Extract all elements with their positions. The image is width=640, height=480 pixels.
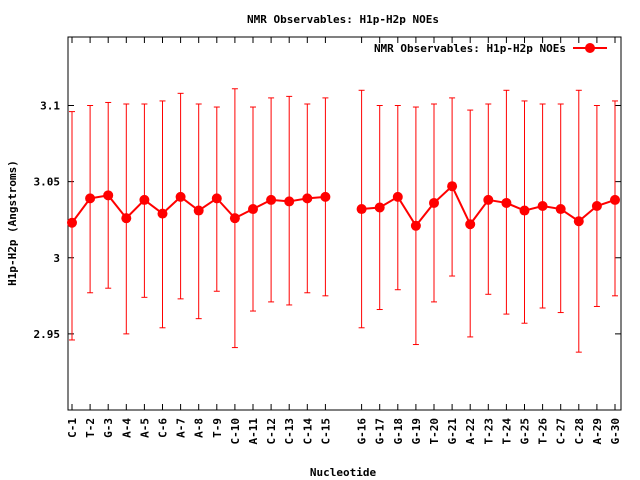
- y-tick-label: 2.95: [34, 328, 61, 341]
- legend-marker: [585, 43, 595, 53]
- data-point: [374, 202, 385, 213]
- x-tick-label: G-25: [519, 418, 532, 445]
- data-point: [573, 216, 584, 227]
- data-point: [429, 197, 439, 208]
- plot-frame: [67, 36, 622, 411]
- data-point: [248, 204, 258, 215]
- data-point: [175, 191, 186, 202]
- x-tick-label: T-20: [428, 418, 441, 445]
- data-point: [157, 208, 168, 219]
- x-tick-label: G-18: [392, 418, 405, 445]
- data-point: [121, 213, 132, 224]
- x-tick-label: G-21: [446, 418, 459, 445]
- y-tick-label: 3.1: [40, 100, 60, 113]
- legend: NMR Observables: H1p-H2p NOEs: [374, 42, 607, 55]
- data-point: [320, 191, 331, 202]
- x-tick-label: T-23: [482, 418, 495, 445]
- y-tick-label: 3.05: [34, 176, 61, 189]
- series-lines: [71, 184, 616, 228]
- x-tick-label: C-12: [265, 418, 278, 445]
- data-point: [447, 181, 458, 192]
- x-tick-label: C-15: [319, 418, 332, 445]
- x-tick-label: G-3: [102, 418, 115, 438]
- x-tick-label: G-30: [609, 418, 622, 445]
- x-tick-label: A-11: [247, 418, 260, 445]
- data-point: [392, 191, 403, 202]
- legend-label: NMR Observables: H1p-H2p NOEs: [374, 42, 566, 55]
- data-point: [211, 193, 222, 204]
- x-tick-label: C-6: [157, 418, 170, 438]
- data-point: [302, 193, 313, 204]
- data-point: [229, 213, 240, 224]
- data-point: [501, 197, 512, 208]
- data-point: [67, 217, 77, 228]
- data-point: [85, 193, 96, 204]
- data-point: [465, 219, 476, 230]
- x-tick-label: T-9: [211, 418, 224, 438]
- data-point: [193, 205, 204, 216]
- data-point: [410, 220, 421, 231]
- error-bars: [69, 88, 618, 353]
- x-tick-label: C-13: [283, 418, 296, 445]
- x-tick-label: G-19: [410, 418, 423, 445]
- x-tick-label: T-26: [537, 418, 550, 445]
- data-point: [555, 204, 566, 215]
- x-tick-label: C-10: [229, 418, 242, 445]
- data-point: [610, 194, 620, 205]
- data-point: [266, 194, 277, 205]
- y-axis: 2.95 3 3.05 3.1: [34, 100, 621, 341]
- chart-title: NMR Observables: H1p-H2p NOEs: [247, 13, 439, 26]
- y-axis-label: H1p-H2p (Angstroms): [6, 160, 19, 286]
- y-tick-label: 3: [53, 252, 60, 265]
- data-point: [139, 194, 150, 205]
- x-tick-label: A-22: [464, 418, 477, 445]
- data-point: [591, 200, 602, 211]
- x-tick-label: A-8: [193, 418, 206, 438]
- data-point: [537, 200, 548, 211]
- data-point: [483, 194, 494, 205]
- data-point: [103, 190, 114, 201]
- x-axis: C-1 T-2 G-3 A-4 A-5 C-6 A-7 A-8 T-9 C-10 A-11 C-12 C…: [66, 37, 622, 445]
- x-tick-label: T-2: [84, 418, 97, 438]
- x-tick-label: T-24: [500, 418, 513, 445]
- x-tick-label: C-28: [573, 418, 586, 445]
- x-tick-label: C-27: [555, 418, 568, 445]
- x-tick-label: C-14: [301, 418, 314, 445]
- x-tick-label: A-5: [138, 418, 151, 438]
- x-tick-label: A-4: [120, 418, 133, 438]
- data-point: [284, 196, 295, 207]
- x-tick-label: A-29: [591, 418, 604, 445]
- data-points: [67, 181, 620, 231]
- x-tick-label: A-7: [175, 418, 188, 438]
- x-tick-label: G-16: [356, 418, 369, 445]
- x-tick-label: G-17: [374, 418, 387, 445]
- data-point: [356, 204, 367, 215]
- x-tick-label: C-1: [66, 418, 79, 438]
- x-axis-label: Nucleotide: [310, 466, 377, 479]
- data-point: [519, 205, 530, 216]
